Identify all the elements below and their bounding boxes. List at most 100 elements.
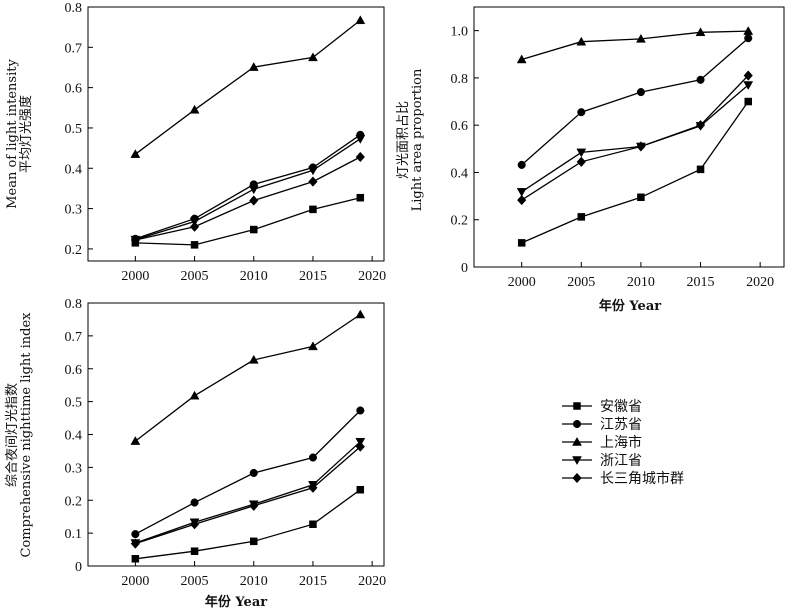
series-yrd xyxy=(517,70,753,206)
plot-frame xyxy=(87,6,385,262)
data-point-jiangsu xyxy=(744,34,753,43)
y-tick-label: 0.4 xyxy=(65,429,83,444)
y-tick-label: 0.4 xyxy=(65,162,83,177)
series-line-jiangsu xyxy=(135,134,361,240)
series-jiangsu xyxy=(131,130,365,243)
data-point-zhejiang xyxy=(516,188,527,197)
plot-frame xyxy=(473,6,785,268)
legend-label-yrd: 长三角城市群 xyxy=(600,470,684,487)
y-axis-label-en: Light area proportion xyxy=(410,68,425,211)
x-tick-label: 2000 xyxy=(508,275,536,290)
data-point-zhejiang xyxy=(576,148,587,158)
legend-entry-shanghai: 上海市 xyxy=(562,434,642,451)
x-tick-label: 2000 xyxy=(121,269,149,284)
series-line-zhejiang xyxy=(135,138,361,241)
series-line-shanghai xyxy=(135,313,361,442)
y-tick-label: 0.6 xyxy=(65,82,83,97)
x-tick-label: 2010 xyxy=(627,275,655,290)
series-jiangsu xyxy=(517,34,753,169)
legend-label-zhejiang: 浙江省 xyxy=(600,453,642,469)
data-point-anhui xyxy=(309,205,317,214)
data-point-jiangsu xyxy=(577,108,586,117)
data-point-yrd xyxy=(517,194,527,206)
y-tick-label: 0.5 xyxy=(65,122,83,137)
series-shanghai xyxy=(130,15,366,158)
data-point-shanghai xyxy=(248,62,259,71)
data-point-jiangsu xyxy=(636,88,645,97)
y-tick-label: 0.7 xyxy=(65,330,83,345)
y-tick-label: 0.8 xyxy=(65,297,83,312)
y-tick-label: 0.8 xyxy=(65,1,83,16)
series-anhui xyxy=(131,193,365,249)
plot-frame xyxy=(87,302,385,567)
x-tick-label: 2015 xyxy=(299,269,327,284)
data-point-yrd xyxy=(249,500,259,512)
panel-3: 0 0.1 0.2 0.3 0.4 0.5 0.6 0.7 0.8 2000 2005 2010 201… xyxy=(5,297,386,609)
x-tick-label: 2020 xyxy=(358,574,386,589)
legend-marker-zhejiang xyxy=(572,456,582,466)
series-zhejiang xyxy=(130,437,366,548)
series-line-anhui xyxy=(521,101,749,244)
y-tick-label: 0.2 xyxy=(65,494,83,509)
data-point-anhui xyxy=(190,241,199,249)
data-point-shanghai xyxy=(308,341,318,351)
data-point-shanghai xyxy=(130,436,141,445)
data-point-jiangsu xyxy=(308,453,318,462)
y-tick-label: 0.3 xyxy=(65,461,83,476)
data-point-zhejiang xyxy=(743,81,754,91)
data-point-shanghai xyxy=(308,52,318,62)
series-zhejiang xyxy=(516,81,754,197)
y-tick-label: 1.0 xyxy=(451,25,469,40)
y-tick-label: 0.1 xyxy=(65,527,83,542)
y-tick-label: 0.2 xyxy=(451,214,469,229)
x-tick-label: 2010 xyxy=(240,269,268,284)
data-point-shanghai xyxy=(189,390,200,400)
data-point-jiangsu xyxy=(131,530,140,539)
data-point-jiangsu xyxy=(249,468,258,478)
legend-marker-shanghai xyxy=(572,436,582,446)
y-tick-label: 0.7 xyxy=(65,41,83,56)
x-axis-label: 年份 Year xyxy=(205,594,267,609)
data-point-zhejiang xyxy=(248,185,259,195)
data-point-shanghai xyxy=(248,354,259,364)
data-point-shanghai xyxy=(130,149,141,158)
series-shanghai xyxy=(516,26,754,64)
y-tick-label: 0 xyxy=(461,261,468,276)
y-tick-label: 0.6 xyxy=(451,119,469,134)
data-point-anhui xyxy=(696,165,705,174)
x-axis-label: 年份 Year xyxy=(599,298,661,314)
data-point-anhui xyxy=(744,97,752,106)
series-line-shanghai xyxy=(135,19,361,155)
data-point-anhui xyxy=(356,485,365,494)
x-tick-label: 2015 xyxy=(299,574,327,589)
series-line-yrd xyxy=(135,446,361,545)
data-point-shanghai xyxy=(516,54,527,64)
data-point-zhejiang xyxy=(355,135,366,144)
x-tick-label: 2010 xyxy=(240,574,268,589)
legend-label-anhui: 安徽省 xyxy=(600,399,642,415)
legend-marker-anhui xyxy=(573,402,581,410)
y-axis-label-cn: 平均灯光强度 xyxy=(18,95,34,173)
legend-entry-jiangsu: 江苏省 xyxy=(562,417,642,433)
data-point-jiangsu xyxy=(517,160,526,169)
data-point-anhui xyxy=(309,520,317,528)
data-point-anhui xyxy=(131,555,140,563)
y-tick-label: 0.3 xyxy=(65,203,83,218)
data-point-shanghai xyxy=(743,26,754,35)
x-tick-label: 2000 xyxy=(121,574,149,589)
y-axis-label-en: Comprehensive nighttime light index xyxy=(19,312,34,558)
data-point-yrd xyxy=(355,441,365,452)
series-jiangsu xyxy=(131,406,365,539)
legend-entry-zhejiang: 浙江省 xyxy=(562,453,642,469)
data-point-yrd xyxy=(249,195,259,206)
data-point-yrd xyxy=(743,70,753,81)
data-point-yrd xyxy=(130,538,140,549)
data-point-zhejiang xyxy=(308,166,318,176)
data-point-jiangsu xyxy=(356,406,365,415)
series-line-shanghai xyxy=(521,30,749,61)
series-line-jiangsu xyxy=(521,37,749,166)
x-tick-label: 2020 xyxy=(358,269,386,284)
data-point-yrd xyxy=(308,482,318,493)
data-point-anhui xyxy=(190,547,199,555)
